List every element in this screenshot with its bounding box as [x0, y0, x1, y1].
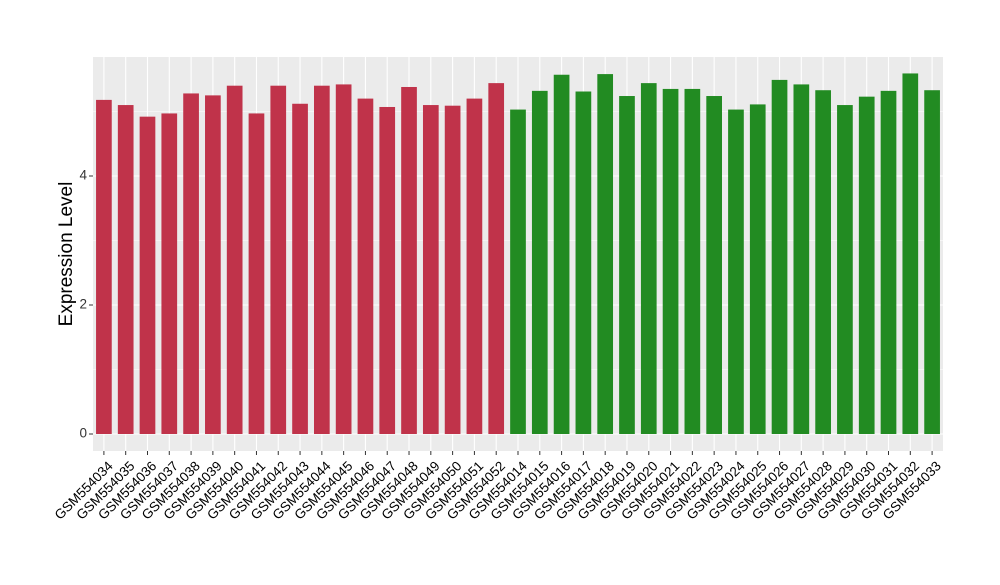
bar-GSM554050	[444, 105, 461, 434]
x-axis: GSM554034GSM554035GSM554036GSM554037GSM5…	[52, 451, 944, 523]
bar-GSM554039	[205, 95, 221, 434]
bar-GSM554045	[335, 84, 352, 434]
bar-GSM554052	[488, 83, 505, 435]
bar-GSM554037	[161, 113, 178, 434]
bar-GSM554028	[815, 90, 831, 434]
bar-GSM554049	[422, 105, 439, 435]
bar-GSM554027	[793, 84, 810, 434]
y-tick-label: 2	[79, 297, 87, 312]
bar-GSM554031	[880, 90, 897, 435]
bar-GSM554048	[401, 86, 417, 435]
bar-GSM554025	[749, 104, 766, 434]
bar-GSM554021	[662, 88, 679, 435]
bar-GSM554023	[706, 96, 722, 435]
y-tick-label: 4	[79, 168, 87, 183]
bar-GSM554018	[597, 74, 614, 434]
bar-GSM554017	[575, 91, 592, 434]
bar-GSM554044	[314, 85, 330, 434]
bar-GSM554026	[771, 79, 788, 435]
bar-GSM554046	[357, 98, 374, 434]
bar-GSM554051	[466, 98, 483, 434]
bar-GSM554032	[902, 73, 919, 434]
bar-GSM554022	[684, 88, 701, 435]
bar-GSM554034	[96, 99, 112, 434]
bar-GSM554042	[270, 85, 287, 434]
y-tick-label: 0	[79, 426, 87, 441]
bar-GSM554036	[139, 116, 156, 434]
bars	[96, 73, 940, 435]
bar-GSM554047	[379, 106, 396, 435]
bar-GSM554038	[183, 93, 199, 434]
bar-GSM554016	[553, 74, 570, 435]
bar-GSM554040	[226, 85, 243, 434]
bar-GSM554043	[292, 103, 308, 434]
bar-GSM554019	[619, 96, 635, 435]
bar-GSM554014	[510, 109, 526, 434]
bar-GSM554033	[924, 90, 940, 434]
y-axis: 0 2 4	[79, 168, 93, 441]
bar-GSM554020	[640, 83, 657, 435]
y-axis-label: Expression Level	[56, 182, 77, 327]
bar-GSM554015	[531, 90, 548, 435]
bar-GSM554024	[728, 109, 744, 434]
bar-GSM554041	[248, 113, 265, 434]
bar-GSM554029	[837, 105, 853, 435]
bar-GSM554030	[858, 96, 875, 434]
bar-GSM554035	[117, 105, 134, 435]
